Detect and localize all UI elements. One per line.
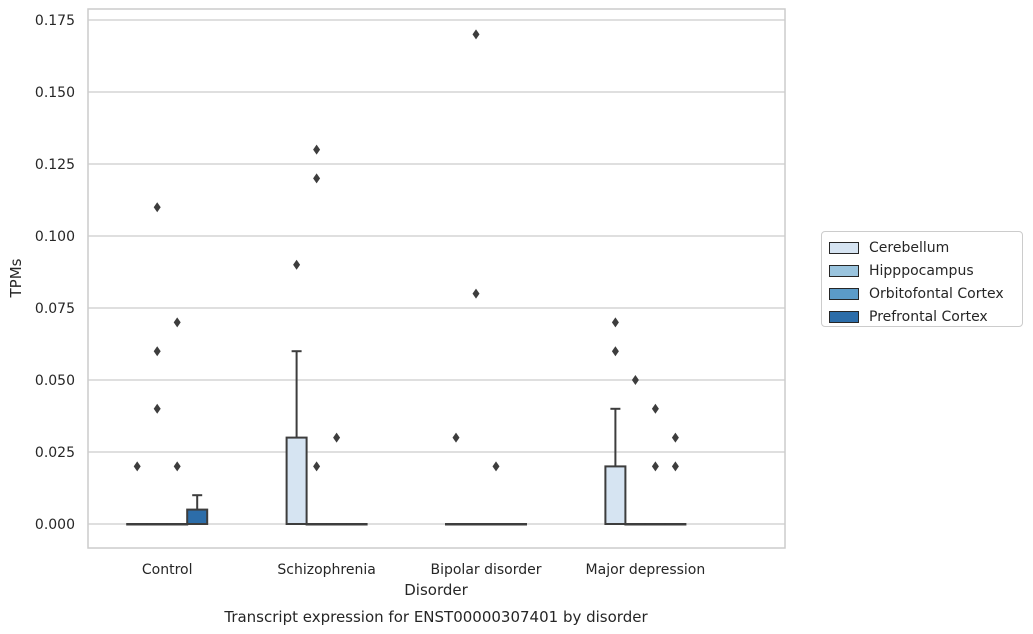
legend-item: Hipppocampus [829,259,1022,282]
x-tick-labels: Control Schizophrenia Bipolar disorder Majo… [142,562,705,578]
outlier-point [173,461,181,472]
box-group [664,432,687,526]
box-group [325,432,348,526]
box [285,436,308,526]
legend-label: Prefrontal Cortex [869,308,988,325]
chart-caption: Transcript expression for ENST0000030740… [223,608,648,626]
y-tick-label: 0.050 [35,373,75,389]
legend-item: Cerebellum [829,236,1022,259]
outlier-point [631,375,639,385]
outlier-point [671,432,679,443]
legend-item: Orbitofontal Cortex [829,282,1022,305]
x-axis-label: Disorder [404,581,468,599]
x-tick-label: Control [142,562,193,578]
outlier-point [313,461,321,472]
box-group [285,259,308,526]
legend-swatch [829,287,859,300]
outlier-point [611,317,619,328]
box [186,508,209,526]
outlier-point [133,461,141,472]
outlier-point [313,173,321,184]
box-group [485,461,507,526]
outlier-point [472,29,480,40]
box-group [644,403,667,526]
box-group [126,461,149,526]
outlier-point [173,317,181,328]
box-group [624,375,647,526]
outlier-point [153,202,161,213]
outlier-point [472,288,480,299]
plot-frame [87,8,786,549]
legend-item: Prefrontal Cortex [829,305,1022,328]
y-axis-label: TPMs [7,258,25,298]
y-tick-label: 0.075 [35,301,75,317]
x-tick-label: Bipolar disorder [430,562,541,578]
legend-label: Hipppocampus [869,262,974,279]
box-group [305,144,328,526]
y-tick-label: 0.000 [35,517,75,533]
outlier-point [651,461,659,472]
y-tick-label: 0.125 [35,157,75,173]
legend-label: Orbitofontal Cortex [869,285,1004,302]
outlier-point [153,403,161,414]
outlier-point [153,346,161,357]
x-tick-label: Schizophrenia [277,562,375,578]
legend-swatch [829,264,859,277]
box-series [126,29,687,526]
box [604,465,627,525]
y-tick-labels: 0.000 0.025 0.050 0.075 0.100 0.125 0.150 0.175 [35,13,75,533]
outlier-point [333,432,341,443]
box-group [345,523,368,526]
gridlines [88,19,785,525]
outlier-point [492,461,500,472]
legend-swatch [829,310,859,323]
outlier-point [611,346,619,357]
box-group [186,494,209,526]
legend-label: Cerebellum [869,239,950,256]
outlier-point [651,403,659,414]
legend: Cerebellum Hipppocampus Orbitofontal Corte… [821,231,1023,327]
box-group [465,29,487,526]
outlier-point [313,144,321,155]
box-group [445,432,467,526]
y-tick-label: 0.100 [35,229,75,245]
box-group [505,523,527,526]
outlier-point [671,461,679,472]
y-tick-label: 0.025 [35,445,75,461]
y-tick-label: 0.150 [35,85,75,101]
box-group [146,202,169,526]
y-tick-label: 0.175 [35,13,75,29]
box-group [166,317,189,526]
outlier-point [452,432,460,443]
outlier-point [293,259,301,270]
box-group [604,317,627,525]
legend-swatch [829,241,859,254]
x-tick-label: Major depression [586,562,706,578]
